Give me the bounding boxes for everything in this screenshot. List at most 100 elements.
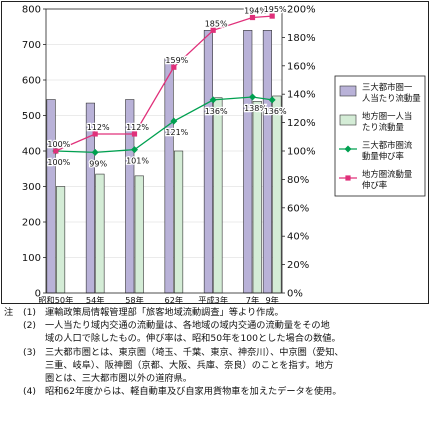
y-right-tick-label: 20% <box>287 260 309 271</box>
y-right-tick-label: 80% <box>287 175 309 186</box>
line-point <box>249 14 256 21</box>
line-point <box>91 148 99 156</box>
note-head <box>4 319 23 332</box>
data-label: 136% <box>264 107 287 116</box>
bar <box>262 29 272 294</box>
data-label: 195% <box>264 5 287 14</box>
x-tick-label: 58年 <box>125 295 144 305</box>
y-right-tick-label: 140% <box>287 90 316 101</box>
bar <box>164 58 174 294</box>
legend-label: 地方圏流動量 <box>362 169 412 179</box>
x-tick-label: 62年 <box>165 295 184 305</box>
bar <box>46 99 56 294</box>
y-left-tick-label: 400 <box>22 147 41 158</box>
bar <box>134 175 144 294</box>
x-tick-label: 昭和50年 <box>38 295 73 305</box>
line-point <box>131 146 138 154</box>
data-label: 112% <box>87 123 110 132</box>
y-left-tick-label: 800 <box>22 5 41 16</box>
legend-swatch <box>339 114 357 126</box>
x-tick-label: 54年 <box>86 295 105 305</box>
legend-label: 伸び率 <box>362 180 387 190</box>
line-point <box>210 27 216 33</box>
bar <box>213 97 223 294</box>
bar <box>56 186 66 294</box>
note-text: 運輸政策局情報管理部「旅客地域流動調査」等より作成。 <box>45 307 284 318</box>
note-number: (1) <box>23 307 37 318</box>
note-text: 一人当たり域内交通の流動量は、各地域の域内交通の流動量をその地 <box>45 320 330 332</box>
data-label: 138% <box>244 104 267 113</box>
note-item: (2) 一人当たり域内交通の流動量は、各地域の域内交通の流動量をその地 <box>4 319 428 332</box>
note-head <box>4 346 23 359</box>
data-label: 121% <box>165 128 188 137</box>
bar <box>203 29 213 294</box>
line-point <box>171 64 177 70</box>
bar <box>243 29 253 294</box>
line-point <box>269 13 275 19</box>
note-item: 注 (1) 運輸政策局情報管理部「旅客地域流動調査」等より作成。 <box>4 306 428 319</box>
data-label: 99% <box>89 159 107 168</box>
note-number: (4) <box>23 386 37 398</box>
data-label: 136% <box>205 107 228 116</box>
note-head <box>4 385 23 398</box>
y-left-tick-label: 0 <box>35 289 41 300</box>
note-number: (2) <box>23 320 37 332</box>
y-right-tick-label: 60% <box>287 203 309 214</box>
bar <box>272 95 282 294</box>
y-right-tick-label: 100% <box>287 147 316 158</box>
legend-label: 地方圏一人当 <box>362 111 412 121</box>
data-label: 100% <box>47 158 70 167</box>
bar <box>252 101 262 294</box>
y-left-tick-label: 600 <box>22 76 41 87</box>
legend-label: たり流動量 <box>362 122 404 132</box>
data-label: 185% <box>205 19 228 28</box>
line-point <box>92 131 98 137</box>
note-head: 注 <box>4 307 14 318</box>
line-point <box>170 117 178 125</box>
note-continuation: 域の人口で除したもの。伸び率は、昭和50年を100とした場合の数値。 <box>45 333 341 345</box>
data-label: 100% <box>47 140 70 149</box>
legend-marker <box>344 145 352 153</box>
data-label: 194% <box>244 7 267 16</box>
line-point <box>249 93 256 101</box>
y-right-tick-label: 0% <box>287 289 303 300</box>
y-left-tick-label: 500 <box>22 111 41 122</box>
note-text: 昭和62年度からは、軽自動車及び自家用貨物車を加えたデータを使用。 <box>45 386 342 398</box>
legend-label: 人当たり流動量 <box>362 93 421 103</box>
y-left-tick-label: 200 <box>22 218 41 229</box>
note-continuation: 圏とは、三大都市圏以外の道府県。 <box>45 373 192 385</box>
bar <box>174 150 184 294</box>
chart-svg: 0 100 200 300 400 500 600 700 800 0% 20% 40% 60% 80% 1… <box>22 4 426 305</box>
legend-marker <box>345 175 351 181</box>
legend-label: 動量伸び率 <box>362 151 404 161</box>
y-right-tick-label: 120% <box>287 118 316 129</box>
legend-label: 三大都市圏一 <box>362 82 413 92</box>
y-right-tick-label: 200% <box>287 5 316 16</box>
legend-swatch <box>339 85 357 97</box>
chart-frame: 0 100 200 300 400 500 600 700 800 0% 20% 40% 60% 80% 1… <box>1 1 429 305</box>
chart-notes: 注 (1) 運輸政策局情報管理部「旅客地域流動調査」等より作成。 (2) 一人当たり域内… <box>4 306 428 398</box>
line-point <box>268 96 276 104</box>
bar <box>95 173 105 294</box>
y-right-tick-label: 180% <box>287 33 316 44</box>
x-tick-label: 9年 <box>265 295 278 305</box>
y-left-tick-label: 700 <box>22 40 41 51</box>
note-continuation: 三重、岐阜）、阪神圏（京都、大阪、兵庫、奈良）のことを指す。地方 <box>45 359 334 371</box>
legend-label: 三大都市圏流 <box>362 140 413 150</box>
note-text: 三大都市圏とは、東京圏（埼玉、千葉、東京、神奈川）、中京圏（愛知、 <box>45 346 344 358</box>
data-label: 159% <box>165 56 188 65</box>
note-item: (3) 三大都市圏とは、東京圏（埼玉、千葉、東京、神奈川）、中京圏（愛知、 <box>4 346 428 359</box>
y-right-tick-label: 40% <box>287 232 309 243</box>
x-tick-label: 平成3年 <box>198 295 228 305</box>
data-label: 101% <box>126 157 149 166</box>
line-point <box>53 148 59 154</box>
y-left-tick-label: 300 <box>22 182 41 193</box>
line-point <box>131 131 138 137</box>
line-point <box>209 96 217 104</box>
note-number: (3) <box>23 346 37 358</box>
note-item: (4) 昭和62年度からは、軽自動車及び自家用貨物車を加えたデータを使用。 <box>4 385 428 398</box>
data-label: 112% <box>126 123 149 132</box>
y-right-tick-label: 160% <box>287 61 316 72</box>
x-tick-label: 7年 <box>246 295 259 305</box>
y-left-tick-label: 100 <box>22 253 41 264</box>
